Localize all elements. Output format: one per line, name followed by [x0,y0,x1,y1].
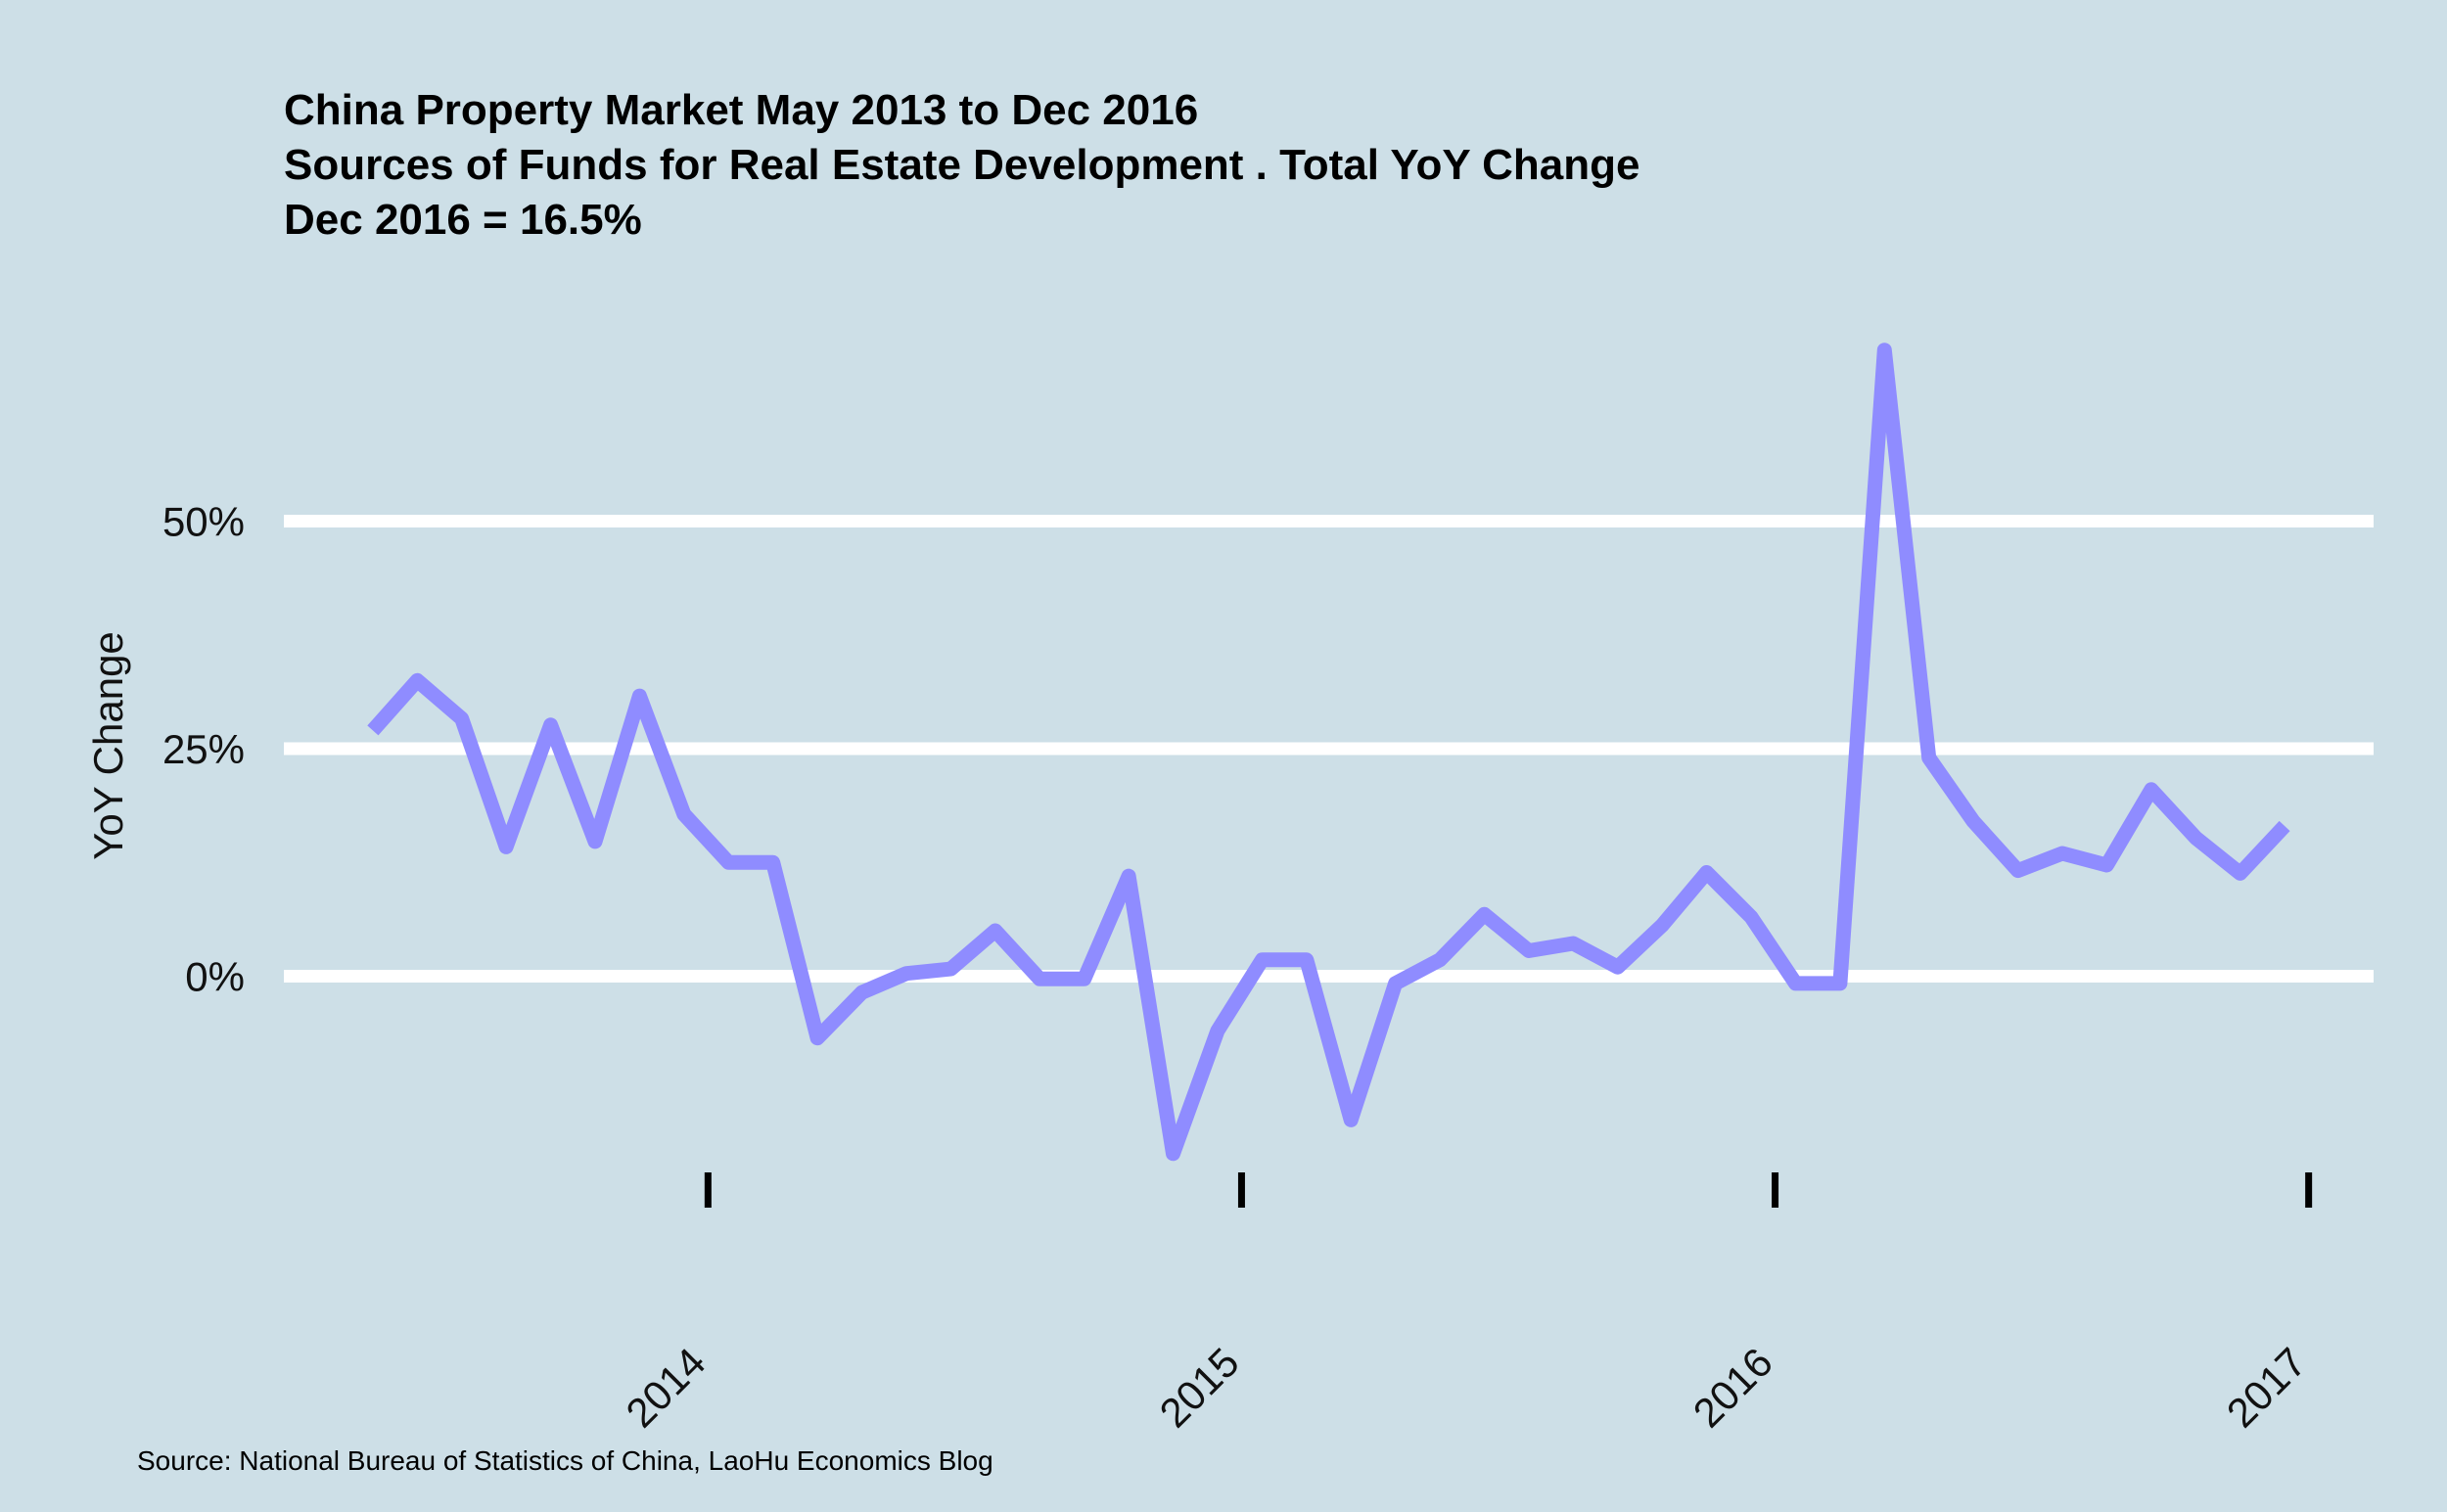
x-tick-label: 2014 [617,1339,714,1436]
chart-subtitle: Sources of Funds for Real Estate Develop… [284,141,1639,189]
series-layer [367,343,2290,1162]
y-axis-title: YoY Change [85,631,131,860]
chart-annotation: Dec 2016 = 16.5% [284,196,642,244]
x-ticks [704,1172,2313,1208]
x-tick-label: 2017 [2218,1339,2315,1436]
source-caption: Source: National Bureau of Statistics of… [137,1445,993,1476]
x-tick-label: 2016 [1685,1339,1781,1436]
chart-title: China Property Market May 2013 to Dec 20… [284,86,1198,134]
series-line [367,343,2290,1162]
y-tick-label: 25% [162,726,245,772]
x-tick-label: 2015 [1151,1339,1248,1436]
gridlines [284,515,2374,983]
x-tick-labels: 2014 2015 2016 2017 [617,1339,2315,1436]
y-tick-labels: 0% 25% 50% [162,499,245,1000]
y-tick-label: 50% [162,499,245,545]
y-tick-label: 0% [185,954,245,1000]
